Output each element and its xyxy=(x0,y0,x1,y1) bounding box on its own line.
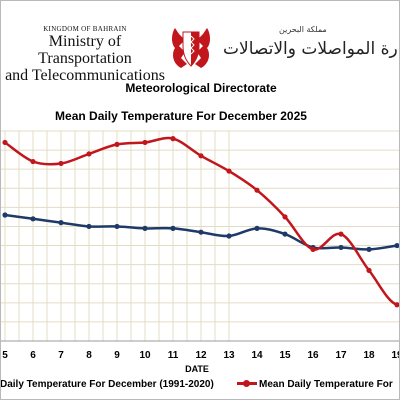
data-point-december-2025-8 xyxy=(86,151,92,157)
arabic-ministry-header: مملكة البحرين وزارة المواصلات والاتصالات xyxy=(219,23,399,75)
data-point-december-2025-14 xyxy=(254,187,260,193)
legend-swatch-dot-december-2025 xyxy=(243,380,250,387)
x-tick-label-13: 13 xyxy=(223,350,235,361)
x-tick-label-17: 17 xyxy=(335,350,347,361)
x-tick-label-19: 19 xyxy=(391,350,400,361)
data-point-december-2025-12 xyxy=(198,153,204,159)
x-tick-label-18: 18 xyxy=(363,350,375,361)
x-tick-label-6: 6 xyxy=(30,350,36,361)
bahrain-emblem-icon xyxy=(172,28,210,68)
data-point-normal-13 xyxy=(226,233,232,239)
data-point-december-2025-11 xyxy=(170,136,176,142)
data-point-normal-11 xyxy=(170,225,176,231)
data-point-normal-14 xyxy=(254,225,260,231)
x-tick-label-15: 15 xyxy=(279,350,291,361)
data-point-normal-12 xyxy=(198,229,204,235)
series-line-december-2025 xyxy=(4,136,399,307)
data-point-normal-15 xyxy=(282,231,288,237)
kingdom-label: KINGDOM OF BAHRAIN xyxy=(43,25,127,33)
ministry-header: KINGDOM OF BAHRAIN Ministry of Transport… xyxy=(1,25,169,84)
data-point-december-2025-13 xyxy=(226,168,232,174)
data-point-normal-8 xyxy=(86,223,92,230)
data-point-december-2025-18 xyxy=(366,267,372,273)
x-tick-label-12: 12 xyxy=(195,350,207,361)
data-point-december-2025-6 xyxy=(30,158,36,165)
legend-label-normal: Daily Temperature For December (1991-202… xyxy=(0,379,214,390)
data-point-normal-19 xyxy=(394,242,399,249)
legend-label-december-2025: Mean Daily Temperature For xyxy=(259,379,393,390)
data-point-normal-5 xyxy=(2,212,8,218)
data-point-normal-17 xyxy=(338,244,344,251)
data-point-december-2025-15 xyxy=(282,214,288,220)
arabic-ministry-name: وزارة المواصلات والاتصالات xyxy=(223,39,400,59)
arabic-kingdom-label: مملكة البحرين xyxy=(279,25,327,34)
data-point-december-2025-17 xyxy=(338,231,344,237)
ministry-name-line2: and Telecommunications xyxy=(5,67,165,84)
x-tick-label-8: 8 xyxy=(86,350,92,361)
directorate-label: Meteorological Directorate xyxy=(125,81,277,95)
data-point-normal-6 xyxy=(30,216,36,222)
data-point-december-2025-16 xyxy=(310,246,316,252)
chart-title: Mean Daily Temperature For December 2025 xyxy=(55,109,307,123)
data-point-december-2025-9 xyxy=(114,141,120,147)
data-point-normal-10 xyxy=(142,225,148,231)
data-point-normal-9 xyxy=(114,223,120,230)
series-line-normal xyxy=(4,213,399,251)
x-axis-title: DATE xyxy=(185,364,209,374)
x-tick-label-14: 14 xyxy=(251,350,263,361)
x-tick-label-11: 11 xyxy=(168,350,179,361)
chart-legend: Daily Temperature For December (1991-202… xyxy=(0,375,399,395)
data-point-normal-7 xyxy=(58,220,64,226)
data-point-december-2025-7 xyxy=(58,160,64,167)
x-tick-label-7: 7 xyxy=(58,350,64,361)
data-point-december-2025-10 xyxy=(142,139,148,146)
x-tick-label-9: 9 xyxy=(114,350,120,361)
data-point-normal-18 xyxy=(366,246,372,252)
x-tick-label-16: 16 xyxy=(307,350,319,361)
data-point-december-2025-5 xyxy=(2,139,8,146)
x-tick-label-10: 10 xyxy=(139,350,151,361)
x-tick-label-5: 5 xyxy=(2,350,8,361)
ministry-name-line1: Ministry of Transportation xyxy=(38,33,132,67)
data-point-december-2025-19 xyxy=(394,302,399,308)
